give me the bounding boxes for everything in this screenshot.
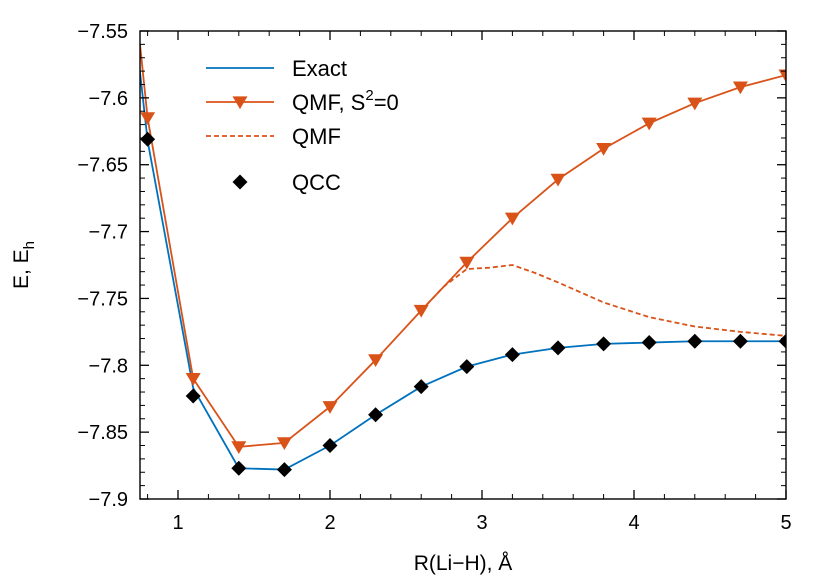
data-point <box>140 112 156 126</box>
series-exact <box>140 63 786 471</box>
data-point <box>687 97 703 111</box>
y-tick-label: −7.8 <box>89 355 128 377</box>
series-line <box>140 44 786 448</box>
data-point <box>140 131 156 147</box>
data-point <box>231 460 247 476</box>
legend-label: QMF, S2=0 <box>292 87 399 115</box>
y-tick-label: −7.65 <box>77 155 128 177</box>
series-layer <box>140 44 786 478</box>
data-point <box>276 437 292 450</box>
y-tick-label: −7.9 <box>89 489 128 511</box>
data-point <box>550 340 566 356</box>
data-point <box>368 354 384 368</box>
data-point <box>732 333 748 349</box>
data-point <box>641 117 657 131</box>
legend-marker <box>232 174 248 190</box>
legend-label: QCC <box>292 170 341 195</box>
y-tick-label: −7.85 <box>77 422 128 444</box>
data-point <box>504 347 520 363</box>
legend-entry: QMF, S2=0 <box>206 87 399 115</box>
data-point <box>185 373 201 386</box>
legend-label: QMF <box>292 124 341 149</box>
series-qcc <box>140 131 786 478</box>
data-point <box>687 333 703 349</box>
data-point <box>459 256 475 270</box>
x-tick-label: 4 <box>628 512 639 534</box>
series-line <box>140 63 786 471</box>
legend-entry: Exact <box>206 56 347 81</box>
legend-entry: QCC <box>232 170 341 195</box>
y-axis-title-main: E, E <box>10 249 33 289</box>
data-point <box>550 173 566 187</box>
data-point <box>231 441 247 454</box>
x-tick-label: 3 <box>476 512 487 534</box>
data-point <box>322 401 338 414</box>
data-point <box>459 359 475 375</box>
y-axis-title-sub: h <box>21 241 38 249</box>
data-point <box>778 333 786 349</box>
legend-entry: QMF <box>206 124 341 149</box>
x-tick-label: 2 <box>324 512 335 534</box>
y-tick-label: −7.6 <box>89 88 128 110</box>
data-point <box>596 143 612 156</box>
data-point <box>732 81 748 95</box>
y-tick-label: −7.7 <box>89 222 128 244</box>
legend-marker <box>232 96 248 110</box>
data-point <box>413 379 429 395</box>
ticks-layer: 1 2 3 4 5 −7.9 −7.85 −7.8 −7.75 −7.7 −7.65 −7.6 −7.5… <box>77 21 791 534</box>
y-tick-label: −7.75 <box>77 288 128 310</box>
data-point <box>185 388 201 404</box>
data-point <box>778 69 786 83</box>
y-tick-label: −7.55 <box>77 21 128 43</box>
series-qmf-s <box>140 44 786 454</box>
data-point <box>276 462 292 478</box>
legend: Exact QMF, S2=0 QMF QCC <box>206 56 399 195</box>
x-tick-label: 1 <box>172 512 183 534</box>
data-point <box>504 212 520 226</box>
y-axis-title: E, Eh <box>10 241 38 289</box>
data-point <box>641 335 657 351</box>
data-point <box>322 438 338 454</box>
data-point <box>596 336 612 352</box>
data-point <box>413 304 429 318</box>
plot-frame <box>139 30 787 500</box>
x-axis-title: R(Li−H), Å <box>414 552 513 575</box>
x-tick-label: 5 <box>780 512 791 534</box>
legend-label: Exact <box>292 56 347 81</box>
series-qmf <box>420 264 786 337</box>
series-line <box>420 264 786 337</box>
data-point <box>368 407 384 423</box>
